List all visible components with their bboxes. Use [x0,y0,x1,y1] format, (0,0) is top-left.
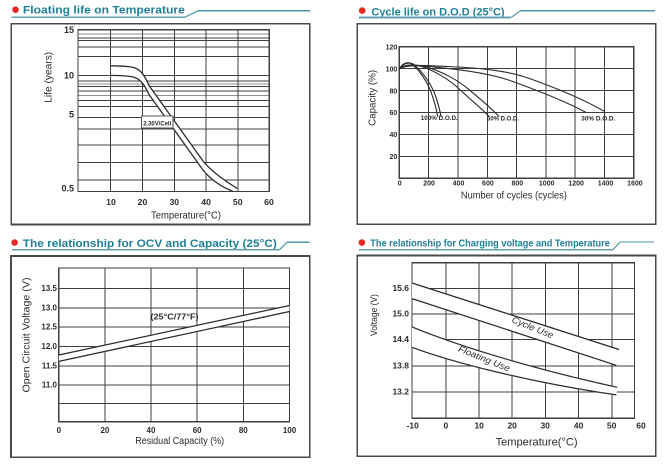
svg-text:Number of cycles (cycles): Number of cycles (cycles) [461,191,567,202]
svg-text:20: 20 [100,426,109,435]
svg-text:40: 40 [574,420,584,430]
svg-text:100% D.O.D.: 100% D.O.D. [421,115,458,122]
svg-text:60: 60 [390,110,398,117]
svg-text:200: 200 [423,180,435,187]
svg-text:10: 10 [474,420,484,430]
svg-text:1200: 1200 [568,180,584,187]
svg-text:Life (years): Life (years) [43,52,54,103]
svg-text:Voltage (V): Voltage (V) [369,294,380,336]
svg-text:80: 80 [390,88,398,95]
svg-text:Open Circuit Voltage (V): Open Circuit Voltage (V) [22,278,33,393]
svg-text:13.2: 13.2 [392,387,409,397]
svg-text:120: 120 [386,45,398,52]
svg-text:1600: 1600 [627,180,643,187]
svg-text:15.0: 15.0 [392,309,409,319]
svg-text:10: 10 [64,70,74,80]
svg-text:100: 100 [283,426,297,435]
svg-text:20: 20 [507,420,517,430]
svg-text:0: 0 [444,420,449,430]
svg-text:30% D.O.D.: 30% D.O.D. [581,116,615,123]
svg-text:10: 10 [106,197,116,207]
svg-text:0: 0 [398,180,402,187]
svg-text:20: 20 [138,197,148,207]
svg-text:60: 60 [636,420,646,430]
svg-text:5: 5 [69,109,74,119]
svg-text:30: 30 [540,420,550,430]
svg-text:1400: 1400 [598,180,614,187]
svg-text:The relationship for Charging: The relationship for Charging voltage an… [370,238,610,249]
svg-text:15.6: 15.6 [392,283,409,293]
svg-text:Temperature(°C): Temperature(°C) [496,436,578,448]
svg-text:The relationship for OCV and: The relationship for OCV and Capacity (2… [23,238,277,250]
svg-text:15: 15 [64,25,74,35]
svg-text:400: 400 [453,180,465,187]
svg-text:Cycle life on D.O.D (25°C): Cycle life on D.O.D (25°C) [371,7,504,19]
svg-text:800: 800 [511,180,523,187]
svg-text:30: 30 [169,197,179,207]
svg-text:0: 0 [57,426,62,435]
svg-text:40: 40 [201,197,211,207]
svg-text:11.0: 11.0 [42,380,58,389]
svg-text:13.0: 13.0 [41,304,57,313]
svg-text:600: 600 [482,180,494,187]
svg-text:100: 100 [386,66,398,73]
svg-text:Floating life on Temperature: Floating life on Temperature [23,5,185,17]
svg-text:2.30V/Cell: 2.30V/Cell [143,120,171,127]
svg-text:12.0: 12.0 [41,342,57,351]
svg-text:Residual Capacity (%): Residual Capacity (%) [135,436,224,447]
svg-text:Capacity (%): Capacity (%) [368,70,379,126]
svg-text:(25°C/77°F): (25°C/77°F) [151,312,199,321]
svg-text:20: 20 [390,154,398,161]
svg-text:50: 50 [233,197,243,207]
svg-text:60: 60 [264,197,274,207]
svg-text:60: 60 [193,426,202,435]
svg-text:50: 50 [607,420,617,430]
svg-text:13.8: 13.8 [392,360,409,370]
svg-text:-10: -10 [407,420,420,430]
svg-text:1000: 1000 [539,180,555,187]
svg-text:13.5: 13.5 [41,284,57,293]
svg-text:80: 80 [239,426,248,435]
svg-text:0.5: 0.5 [61,183,74,193]
svg-text:12.5: 12.5 [41,323,57,332]
svg-text:40: 40 [147,426,156,435]
svg-text:11.5: 11.5 [42,362,58,371]
svg-text:40: 40 [390,132,398,139]
svg-text:Temperature(°C): Temperature(°C) [151,211,221,222]
svg-text:50% D.O.D.: 50% D.O.D. [487,115,519,122]
svg-text:14.4: 14.4 [392,334,409,344]
